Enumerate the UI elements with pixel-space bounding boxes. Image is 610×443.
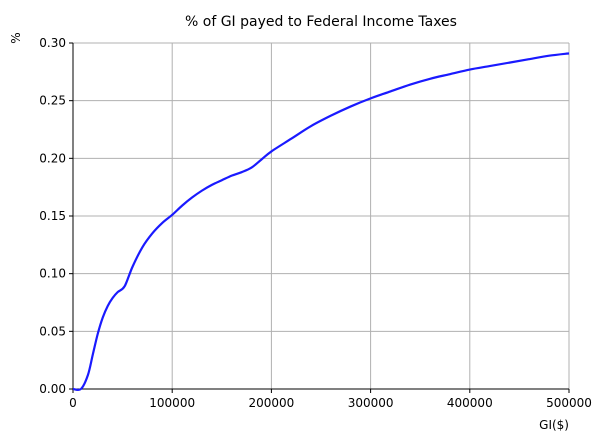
axis-ticks: 0 100000 200000 300000 400000 500000 0.00 0.05 0… xyxy=(39,36,592,410)
chart-title: % of GI payed to Federal Income Taxes xyxy=(185,14,457,30)
x-tick-label: 100000 xyxy=(149,396,195,410)
x-tick-label: 0 xyxy=(69,396,77,410)
y-tick-label: 0.05 xyxy=(39,324,66,338)
y-tick-label: 0.20 xyxy=(39,151,66,165)
series-lines xyxy=(72,52,570,392)
series-line xyxy=(72,52,570,392)
y-tick-label: 0.15 xyxy=(39,209,66,223)
x-tick-label: 200000 xyxy=(248,396,294,410)
x-tick-label: 300000 xyxy=(348,396,394,410)
x-tick-label: 400000 xyxy=(447,396,493,410)
y-axis-label: % xyxy=(9,32,23,43)
x-axis-label: GI($) xyxy=(539,418,569,432)
y-tick-label: 0.30 xyxy=(39,36,66,50)
y-tick-label: 0.10 xyxy=(39,267,66,281)
axes xyxy=(72,43,569,390)
y-tick-label: 0.25 xyxy=(39,94,66,108)
grid-lines xyxy=(72,42,570,390)
y-tick-label: 0.00 xyxy=(39,382,66,396)
x-tick-label: 500000 xyxy=(546,396,592,410)
